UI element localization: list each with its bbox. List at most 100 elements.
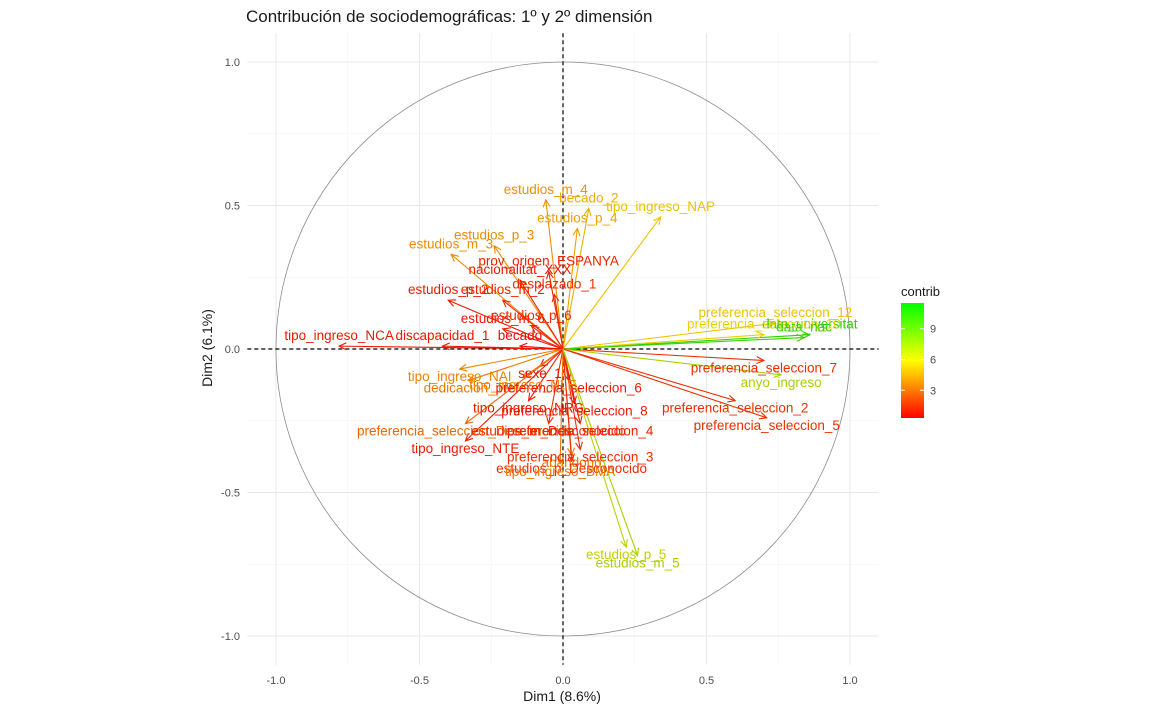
variable-arrow <box>559 348 564 464</box>
y-tick-label: 0.0 <box>225 344 240 356</box>
variable-arrow <box>465 348 564 442</box>
variable-arrow <box>502 299 564 350</box>
y-tick-label: -0.5 <box>221 488 240 500</box>
variable-label: becado <box>498 328 542 343</box>
variable-label: preferencia_seleccion_6 <box>496 381 642 396</box>
variable-label: preferencia_seleccion_3 <box>507 449 653 464</box>
legend-ticks: 3 6 9 <box>901 324 936 397</box>
legend-title: contrib <box>901 284 940 299</box>
variable-label: sexe_1 <box>518 366 562 381</box>
variable-arrow <box>562 348 573 461</box>
variable-arrow <box>562 228 578 350</box>
x-tick-label: 0.5 <box>699 675 714 687</box>
variable-arrowhead <box>756 356 766 365</box>
variable-arrow <box>442 345 564 350</box>
variable-arrowhead <box>441 342 450 351</box>
variable-arrow <box>531 325 564 350</box>
y-tick-label: 0.5 <box>225 201 240 213</box>
variable-arrowhead <box>458 363 468 372</box>
y-tick-label: 1.0 <box>225 57 240 69</box>
variable-arrowhead <box>773 370 783 378</box>
variable-labels: estudios_m_4becado_2estudios_p_4tipo_ing… <box>284 182 857 571</box>
variable-arrowhead <box>501 299 511 308</box>
variable-label: estudios_p_3 <box>454 228 534 243</box>
variable-label: estudios_m_2 <box>461 282 545 297</box>
variable-arrow <box>519 345 564 350</box>
variable-arrow <box>562 216 662 350</box>
variable-label: preferencia_seleccion_Desconocido <box>357 424 574 439</box>
variable-arrowhead <box>583 207 592 217</box>
variable-arrowhead <box>802 331 812 340</box>
variable-arrowhead <box>620 539 628 549</box>
variable-arrowhead <box>546 415 554 425</box>
variable-arrowhead <box>767 320 777 328</box>
variable-arrowhead <box>546 270 554 280</box>
variable-arrowhead <box>727 394 737 403</box>
y-axis-title: Dim2 (6.1%) <box>199 309 215 387</box>
y-axis-ticks: -1.0 -0.5 0.0 0.5 1.0 <box>221 57 240 643</box>
variable-label: estudios_m_4 <box>504 182 589 197</box>
variable-arrowhead <box>551 293 560 303</box>
variable-arrowhead <box>574 415 583 425</box>
variable-arrowhead <box>572 227 581 237</box>
variable-arrow <box>528 348 564 401</box>
variable-label: preferencia_seleccion_8 <box>501 404 647 419</box>
variable-arrowhead <box>756 331 766 340</box>
variable-label: becado_2 <box>559 190 618 205</box>
variable-arrowhead <box>527 392 536 402</box>
variable-arrow <box>562 348 639 556</box>
variable-arrowhead <box>464 416 474 425</box>
variable-arrow <box>519 279 564 350</box>
legend-colorbar <box>901 303 924 418</box>
variable-arrow <box>562 348 764 362</box>
variable-label: data_nac <box>776 320 832 335</box>
variable-label: tipo_ingreso_NTE <box>411 441 519 456</box>
variable-arrowhead <box>501 327 511 335</box>
variable-arrowhead <box>631 547 639 557</box>
variable-label: discapacidad_1 <box>396 328 490 343</box>
variable-arrow <box>562 348 581 424</box>
variable-arrowhead <box>519 279 528 289</box>
variable-label: preferencia_seleccion_7 <box>691 360 837 375</box>
legend-tick-label: 6 <box>930 354 936 366</box>
variable-arrowhead <box>464 433 474 442</box>
variable-label: data_universitat <box>762 317 858 332</box>
variable-label: anyo_ingreso <box>741 375 822 390</box>
variable-arrowhead <box>521 370 531 379</box>
variable-arrowhead <box>653 215 662 225</box>
variable-label: dedicacion_TP <box>424 381 513 396</box>
variable-arrowhead <box>530 325 540 334</box>
variable-arrow <box>548 348 564 424</box>
variable-arrowhead <box>493 244 502 254</box>
variable-arrow <box>562 208 590 350</box>
variable-arrowhead <box>567 453 576 463</box>
variable-label: tipo_ingreso_NCA <box>284 328 394 343</box>
x-axis-title: Dim1 (8.6%) <box>523 688 601 704</box>
x-tick-label: -0.5 <box>410 675 429 687</box>
x-tick-label: 1.0 <box>842 675 857 687</box>
variable-arrowhead <box>467 374 477 383</box>
variable-arrow <box>562 348 782 376</box>
variable-arrow <box>502 328 564 350</box>
variable-arrowhead <box>796 333 806 342</box>
chart-title: Contribución de sociodemográficas: 1º y … <box>246 7 652 26</box>
y-tick-label: -1.0 <box>221 631 240 643</box>
legend: contrib 3 6 9 <box>901 284 940 418</box>
variable-label: tipo_ingreso_NLE <box>469 378 576 393</box>
variable-arrow <box>468 348 564 382</box>
x-axis-ticks: -1.0 -0.5 0.0 0.5 1.0 <box>267 675 858 687</box>
plot-panel: estudios_m_4becado_2estudios_p_4tipo_ing… <box>247 33 879 665</box>
variable-label: preferencia_seleccion_2 <box>662 401 808 416</box>
variable-arrowhead <box>447 299 457 307</box>
variable-arrowhead <box>556 456 565 466</box>
variable-label: estudios_m_5 <box>596 556 680 571</box>
variable-arrowhead <box>542 198 551 208</box>
x-tick-label: 0.0 <box>555 675 570 687</box>
variable-arrow <box>562 334 764 350</box>
x-tick-label: -1.0 <box>267 675 286 687</box>
variable-label: preferencia_seleccion_4 <box>507 424 654 439</box>
legend-tick-label: 3 <box>930 385 936 397</box>
variable-label: estudios_m_Desconocido <box>471 424 626 439</box>
variable-label: preferencia_seleccion_12 <box>698 305 852 320</box>
variable-arrow <box>459 348 564 370</box>
